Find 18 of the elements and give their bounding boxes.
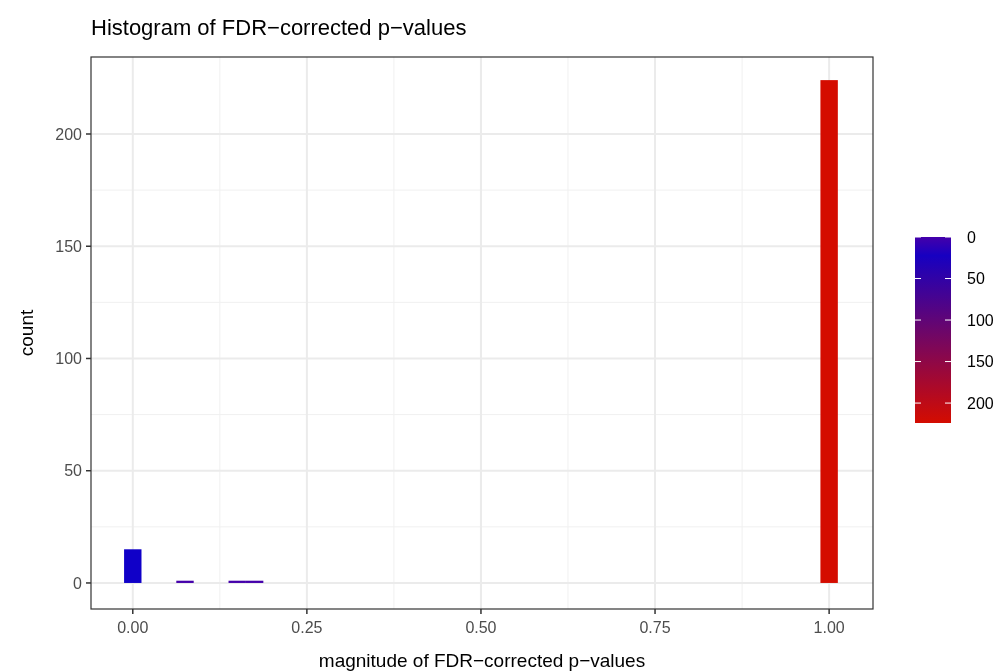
x-tick-label: 0.50 bbox=[465, 619, 497, 636]
y-axis-title: count bbox=[16, 309, 37, 357]
color-bar-label: 150 bbox=[967, 353, 994, 371]
color-bar-label: 50 bbox=[967, 270, 985, 288]
y-tick-label: 0 bbox=[73, 574, 83, 592]
color-bar-label: 100 bbox=[967, 311, 994, 329]
y-tick-label: 200 bbox=[55, 125, 83, 143]
x-axis-title: magnitude of FDR−corrected p−values bbox=[318, 650, 646, 671]
x-tick-label: 0.75 bbox=[639, 619, 671, 636]
y-tick-label: 50 bbox=[64, 462, 83, 480]
color-bar-label: 200 bbox=[967, 394, 994, 412]
y-tick-label: 150 bbox=[55, 237, 83, 255]
y-tick-label: 100 bbox=[55, 350, 83, 368]
x-tick-label: 1.00 bbox=[813, 619, 845, 636]
x-tick-label: 0.25 bbox=[291, 619, 323, 636]
color-bar-label: 0 bbox=[967, 228, 976, 246]
x-tick-label: 0.00 bbox=[117, 619, 149, 636]
chart-title: Histogram of FDR−corrected p−values bbox=[91, 15, 467, 40]
